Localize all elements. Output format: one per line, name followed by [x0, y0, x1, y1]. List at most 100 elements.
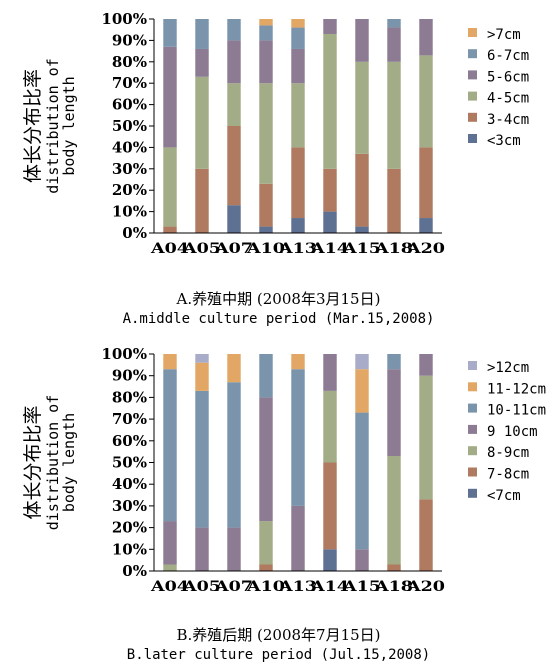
bar-segment — [195, 19, 209, 49]
legend-swatch — [468, 49, 477, 59]
bar-segment — [227, 205, 241, 233]
legend-label: >7cm — [487, 27, 521, 43]
y-tick-label: 20% — [112, 181, 147, 199]
legend-swatch — [468, 28, 477, 37]
y-axis-title-en-line2: body length — [60, 76, 78, 175]
legend-swatch — [468, 91, 477, 101]
bar-segment — [323, 33, 337, 169]
bar-segment — [355, 226, 369, 233]
bar-segment — [419, 147, 433, 219]
y-tick-label: 60% — [112, 432, 147, 450]
bar-segment — [387, 61, 401, 169]
y-tick-label: 100% — [101, 345, 147, 363]
bar-segment — [195, 390, 209, 528]
legend-label: >12cm — [487, 360, 529, 376]
bar-segment — [355, 412, 369, 550]
bar-segment — [387, 354, 401, 370]
bar-segment — [259, 183, 273, 227]
x-tick-label: A13 — [278, 241, 317, 257]
bar-segment — [227, 527, 241, 571]
legend-swatch — [468, 424, 477, 434]
bar-segment — [387, 455, 401, 565]
legend-label: <3cm — [487, 133, 521, 149]
bar-segment — [195, 362, 209, 391]
bar-segment — [291, 19, 305, 28]
legend-swatch — [468, 70, 477, 80]
bar-segment — [387, 564, 401, 571]
bar-segment — [355, 549, 369, 571]
x-tick-label: A07 — [214, 579, 253, 595]
bar-segment — [355, 354, 369, 370]
legend-swatch — [468, 382, 477, 392]
y-axis-title-en-line1: distribution of — [44, 58, 62, 193]
legend-label: 7-8cm — [487, 467, 529, 483]
x-tick-label: A05 — [182, 579, 221, 595]
y-tick-label: 0% — [122, 224, 147, 242]
y-axis-title-en-line2: body length — [60, 413, 78, 512]
legend-label: 3-4cm — [487, 112, 529, 128]
legend-swatch — [468, 467, 477, 477]
chart-panel-b: 体长分布比率 distribution of body length 0% 10% 20%… — [0, 335, 557, 671]
bar-segment — [195, 168, 209, 233]
bar-segment — [163, 19, 177, 47]
bar-segment — [163, 147, 177, 227]
x-tick-label: A04 — [150, 241, 190, 257]
legend-label: 8-9cm — [487, 445, 529, 461]
x-tick-label: A14 — [310, 241, 350, 257]
y-tick-label: 100% — [101, 10, 147, 28]
bar-segment — [355, 369, 369, 413]
bar-segment — [227, 19, 241, 41]
legend-label: 6-7cm — [487, 48, 529, 64]
y-tick-label: 90% — [112, 367, 147, 385]
x-tick-label: A20 — [406, 579, 446, 595]
chart-panel-a: 体长分布比率 distribution of body length 0% 10% 20%… — [0, 0, 557, 335]
y-axis-title-cn: 体长分布比率 — [22, 405, 44, 519]
bar-segment — [163, 564, 177, 571]
bar-segment — [259, 354, 273, 398]
bar-segment — [195, 354, 209, 363]
bar-segment — [419, 499, 433, 571]
bar-segment — [259, 521, 273, 565]
y-axis-title-cn: 体长分布比率 — [22, 69, 44, 183]
bar-segment — [291, 218, 305, 233]
x-tick-label: A10 — [246, 579, 286, 595]
bar-segment — [419, 19, 433, 56]
legend-label: 5-6cm — [487, 69, 529, 85]
bar-segment — [387, 168, 401, 233]
legend-label: 4-5cm — [487, 91, 529, 107]
y-tick-label: 70% — [112, 74, 147, 92]
y-tick-label: 30% — [112, 160, 147, 178]
chart-caption-en: A.middle culture period (Mar.15,2008) — [122, 311, 435, 327]
bar-segment — [291, 147, 305, 219]
bar-segment — [259, 40, 273, 84]
bar-segment — [227, 126, 241, 206]
y-tick-label: 80% — [112, 388, 147, 406]
bar-segment — [419, 354, 433, 376]
y-axis-title-en-line1: distribution of — [44, 395, 62, 530]
legend-label: 9 10cm — [487, 424, 538, 440]
legend-swatch — [468, 488, 477, 498]
y-tick-label: 0% — [122, 562, 147, 580]
bar-segment — [387, 369, 401, 456]
bar-segment — [291, 83, 305, 148]
bar-segment — [227, 40, 241, 84]
legend-swatch — [468, 361, 477, 370]
y-tick-label: 10% — [112, 540, 147, 558]
y-tick-label: 80% — [112, 53, 147, 71]
x-tick-label: A18 — [374, 241, 413, 257]
x-tick-label: A13 — [278, 579, 317, 595]
bar-segment — [291, 48, 305, 84]
bar-segment — [323, 211, 337, 233]
y-tick-label: 20% — [112, 519, 147, 537]
legend-swatch — [468, 403, 477, 413]
bar-segment — [355, 61, 369, 154]
y-tick-label: 10% — [112, 203, 147, 221]
bar-segment — [323, 462, 337, 550]
x-tick-label: A20 — [406, 241, 446, 257]
bar-segment — [163, 46, 177, 148]
bar-segment — [323, 390, 337, 463]
y-tick-label: 40% — [112, 138, 147, 156]
y-tick-label: 70% — [112, 410, 147, 428]
y-tick-label: 50% — [112, 117, 147, 135]
legend-swatch — [468, 112, 477, 122]
